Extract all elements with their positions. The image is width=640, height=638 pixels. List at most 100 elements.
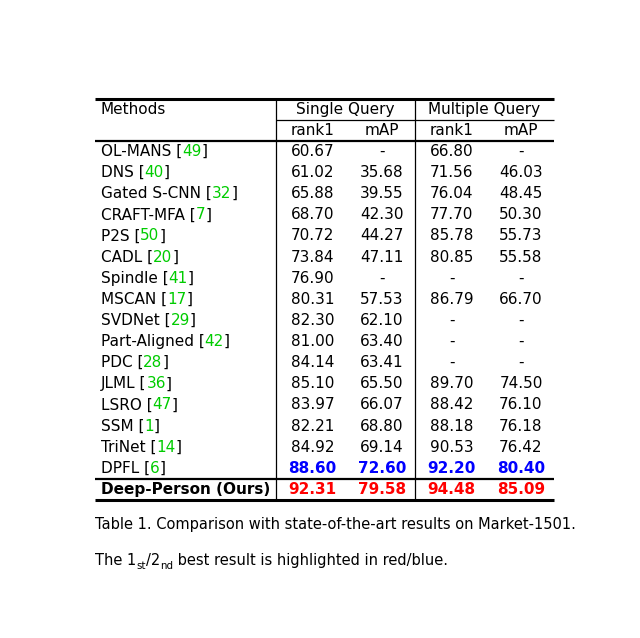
Text: 69.14: 69.14	[360, 440, 404, 455]
Text: -: -	[518, 271, 524, 286]
Text: 49: 49	[182, 144, 202, 159]
Text: best result is highlighted in red/blue.: best result is highlighted in red/blue.	[173, 553, 448, 568]
Text: 20: 20	[153, 249, 172, 265]
Text: 65.88: 65.88	[291, 186, 334, 201]
Text: 44.27: 44.27	[360, 228, 404, 244]
Text: 88.18: 88.18	[430, 419, 473, 434]
Text: 50.30: 50.30	[499, 207, 543, 223]
Text: ]: ]	[164, 165, 170, 180]
Text: ]: ]	[163, 355, 168, 370]
Text: ]: ]	[205, 207, 211, 223]
Text: Part-Aligned [: Part-Aligned [	[101, 334, 205, 349]
Text: 86.79: 86.79	[429, 292, 474, 307]
Text: 85.09: 85.09	[497, 482, 545, 497]
Text: LSRO [: LSRO [	[101, 397, 152, 413]
Text: 92.20: 92.20	[428, 461, 476, 476]
Text: CADL [: CADL [	[101, 249, 153, 265]
Text: 84.14: 84.14	[291, 355, 334, 370]
Text: 36: 36	[147, 376, 166, 391]
Text: 76.90: 76.90	[291, 271, 335, 286]
Text: -: -	[518, 313, 524, 328]
Text: -: -	[380, 271, 385, 286]
Text: MSCAN [: MSCAN [	[101, 292, 167, 307]
Text: -: -	[518, 355, 524, 370]
Text: 88.42: 88.42	[430, 397, 473, 413]
Text: CRAFT-MFA [: CRAFT-MFA [	[101, 207, 196, 223]
Text: 80.40: 80.40	[497, 461, 545, 476]
Text: 50: 50	[140, 228, 159, 244]
Text: Methods: Methods	[101, 101, 166, 117]
Text: DPFL [: DPFL [	[101, 461, 150, 476]
Text: 66.70: 66.70	[499, 292, 543, 307]
Text: -: -	[380, 144, 385, 159]
Text: JLML [: JLML [	[101, 376, 147, 391]
Text: ]: ]	[188, 271, 194, 286]
Text: ]: ]	[231, 186, 237, 201]
Text: 79.58: 79.58	[358, 482, 406, 497]
Text: 89.70: 89.70	[429, 376, 473, 391]
Text: 85.78: 85.78	[430, 228, 473, 244]
Text: 14: 14	[156, 440, 175, 455]
Text: SVDNet [: SVDNet [	[101, 313, 170, 328]
Text: 80.31: 80.31	[291, 292, 334, 307]
Text: TriNet [: TriNet [	[101, 440, 156, 455]
Text: ]: ]	[175, 440, 182, 455]
Text: 7: 7	[196, 207, 205, 223]
Text: 68.80: 68.80	[360, 419, 404, 434]
Text: ]: ]	[202, 144, 207, 159]
Text: 84.92: 84.92	[291, 440, 334, 455]
Text: 48.45: 48.45	[499, 186, 543, 201]
Text: 28: 28	[143, 355, 163, 370]
Text: -: -	[449, 355, 454, 370]
Text: nd: nd	[160, 561, 173, 572]
Text: OL-MANS [: OL-MANS [	[101, 144, 182, 159]
Text: 62.10: 62.10	[360, 313, 404, 328]
Text: 80.85: 80.85	[430, 249, 473, 265]
Text: ]: ]	[172, 249, 178, 265]
Text: SSM [: SSM [	[101, 419, 145, 434]
Text: ]: ]	[172, 397, 178, 413]
Text: 76.18: 76.18	[499, 419, 543, 434]
Text: 1: 1	[145, 419, 154, 434]
Text: 76.10: 76.10	[499, 397, 543, 413]
Text: 57.53: 57.53	[360, 292, 404, 307]
Text: 35.68: 35.68	[360, 165, 404, 180]
Text: 55.73: 55.73	[499, 228, 543, 244]
Text: 41: 41	[168, 271, 188, 286]
Text: -: -	[449, 271, 454, 286]
Text: st: st	[136, 561, 146, 572]
Text: P2S [: P2S [	[101, 228, 140, 244]
Text: -: -	[449, 313, 454, 328]
Text: -: -	[518, 144, 524, 159]
Text: 63.40: 63.40	[360, 334, 404, 349]
Text: 66.07: 66.07	[360, 397, 404, 413]
Text: 81.00: 81.00	[291, 334, 334, 349]
Text: 72.60: 72.60	[358, 461, 406, 476]
Text: 68.70: 68.70	[291, 207, 334, 223]
Text: 88.60: 88.60	[289, 461, 337, 476]
Text: 55.58: 55.58	[499, 249, 543, 265]
Text: 90.53: 90.53	[429, 440, 474, 455]
Text: 66.80: 66.80	[429, 144, 474, 159]
Text: 60.67: 60.67	[291, 144, 335, 159]
Text: 40: 40	[145, 165, 164, 180]
Text: 63.41: 63.41	[360, 355, 404, 370]
Text: 74.50: 74.50	[499, 376, 543, 391]
Text: 73.84: 73.84	[291, 249, 334, 265]
Text: Table 1. Comparison with state-of-the-art results on Market-1501.: Table 1. Comparison with state-of-the-ar…	[95, 517, 576, 532]
Text: 47.11: 47.11	[360, 249, 404, 265]
Text: -: -	[449, 334, 454, 349]
Text: 32: 32	[212, 186, 231, 201]
Text: 6: 6	[150, 461, 160, 476]
Text: Deep-Person (Ours): Deep-Person (Ours)	[101, 482, 270, 497]
Text: 85.10: 85.10	[291, 376, 334, 391]
Text: mAP: mAP	[365, 123, 399, 138]
Text: ]: ]	[160, 461, 166, 476]
Text: 77.70: 77.70	[430, 207, 473, 223]
Text: 82.21: 82.21	[291, 419, 334, 434]
Text: ]: ]	[154, 419, 160, 434]
Text: ]: ]	[190, 313, 196, 328]
Text: 82.30: 82.30	[291, 313, 334, 328]
Text: 17: 17	[167, 292, 186, 307]
Text: Gated S-CNN [: Gated S-CNN [	[101, 186, 212, 201]
